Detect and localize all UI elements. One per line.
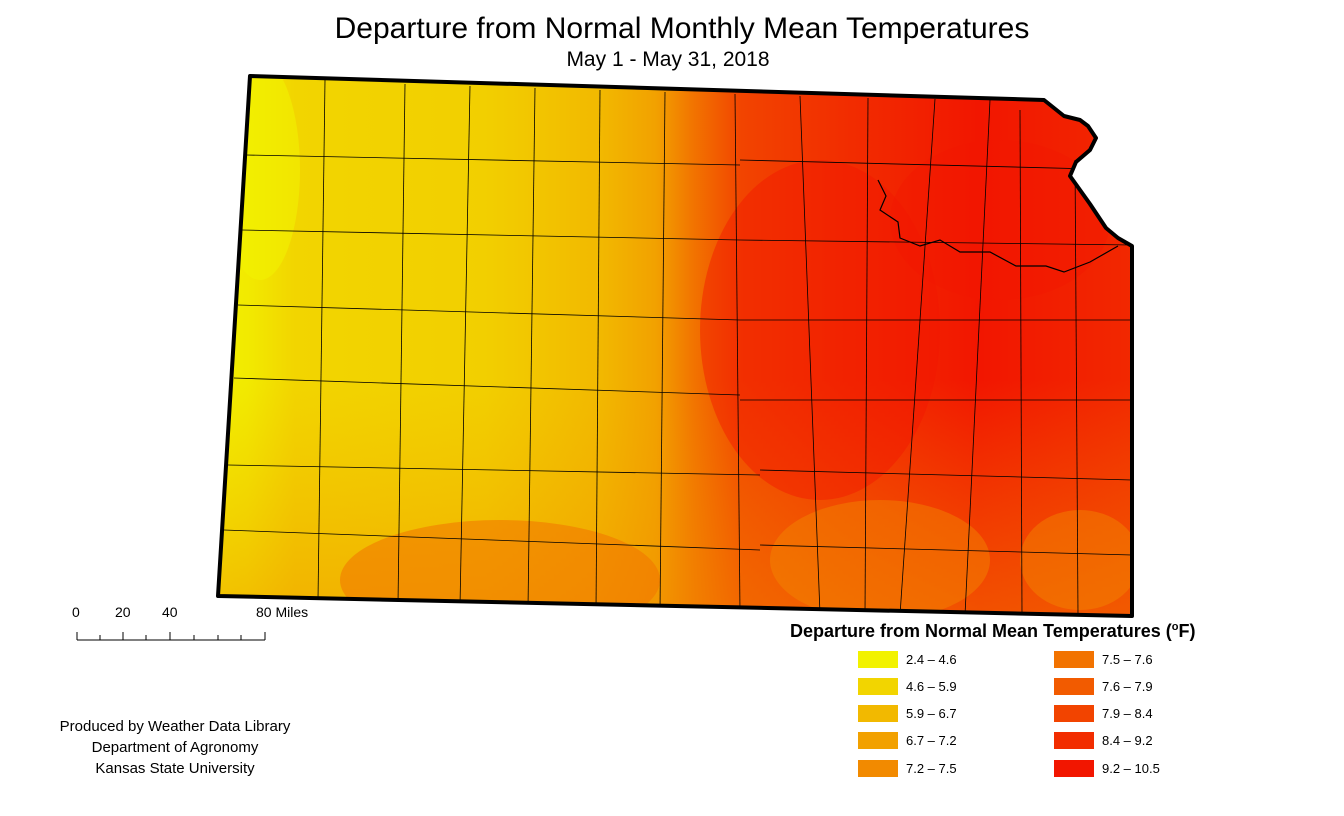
northeast-hot-pocket (890, 140, 1110, 300)
legend-label: 6.7 – 7.2 (906, 733, 957, 748)
scale-bar-ruler (76, 632, 266, 641)
map-title: Departure from Normal Monthly Mean Tempe… (334, 12, 1030, 45)
legend-label: 9.2 – 10.5 (1102, 761, 1160, 776)
credits-line-3: Kansas State University (95, 760, 255, 777)
legend-swatch (858, 651, 898, 668)
legend-swatch (1054, 760, 1094, 777)
kansas-state-boundary (216, 74, 1134, 618)
credits-block: Produced by Weather Data Library Departm… (30, 716, 320, 779)
legend-swatch (858, 732, 898, 749)
legend-swatch (858, 760, 898, 777)
northwest-cool-pocket (220, 76, 300, 280)
credits-line-1: Produced by Weather Data Library (59, 718, 291, 735)
scale-tick-80-miles: 80 Miles (256, 604, 309, 620)
legend-title-text: Departure from Normal Mean Temperatures … (790, 621, 1172, 641)
south-warm-overlay (218, 380, 1132, 616)
scale-tick-0: 0 (72, 604, 80, 620)
legend-label: 7.5 – 7.6 (1102, 652, 1153, 667)
central-hot-pocket (700, 160, 940, 500)
kansas-river (877, 179, 1119, 273)
scale-tick-20: 20 (115, 604, 131, 620)
legend-swatch (1054, 732, 1094, 749)
southwest-warm-pocket (340, 520, 660, 616)
map-subtitle: May 1 - May 31, 2018 (566, 48, 770, 71)
legend-label: 7.2 – 7.5 (906, 761, 957, 776)
county-lines (223, 79, 1132, 616)
legend-swatch (858, 678, 898, 695)
temperature-field (218, 76, 1132, 616)
legend-label: 5.9 – 6.7 (906, 706, 957, 721)
legend-swatch (1054, 705, 1094, 722)
scale-bar: 0 20 40 80 Miles (70, 604, 340, 644)
south-central-cool-pocket (770, 500, 990, 616)
legend-unit-tail: F) (1178, 621, 1196, 641)
credits-line-2: Department of Agronomy (91, 739, 259, 756)
legend-label: 2.4 – 4.6 (906, 652, 957, 667)
legend-title: Departure from Normal Mean Temperatures … (790, 621, 1196, 642)
legend-label: 8.4 – 9.2 (1102, 733, 1153, 748)
legend-swatch (1054, 678, 1094, 695)
southeast-cool-pocket (1020, 510, 1132, 610)
legend-label: 7.6 – 7.9 (1102, 679, 1153, 694)
legend-label: 7.9 – 8.4 (1102, 706, 1153, 721)
legend-swatch (1054, 651, 1094, 668)
legend-label: 4.6 – 5.9 (906, 679, 957, 694)
scale-tick-40: 40 (162, 604, 178, 620)
legend-degree-sup: o (1171, 621, 1179, 633)
legend-swatch (858, 705, 898, 722)
